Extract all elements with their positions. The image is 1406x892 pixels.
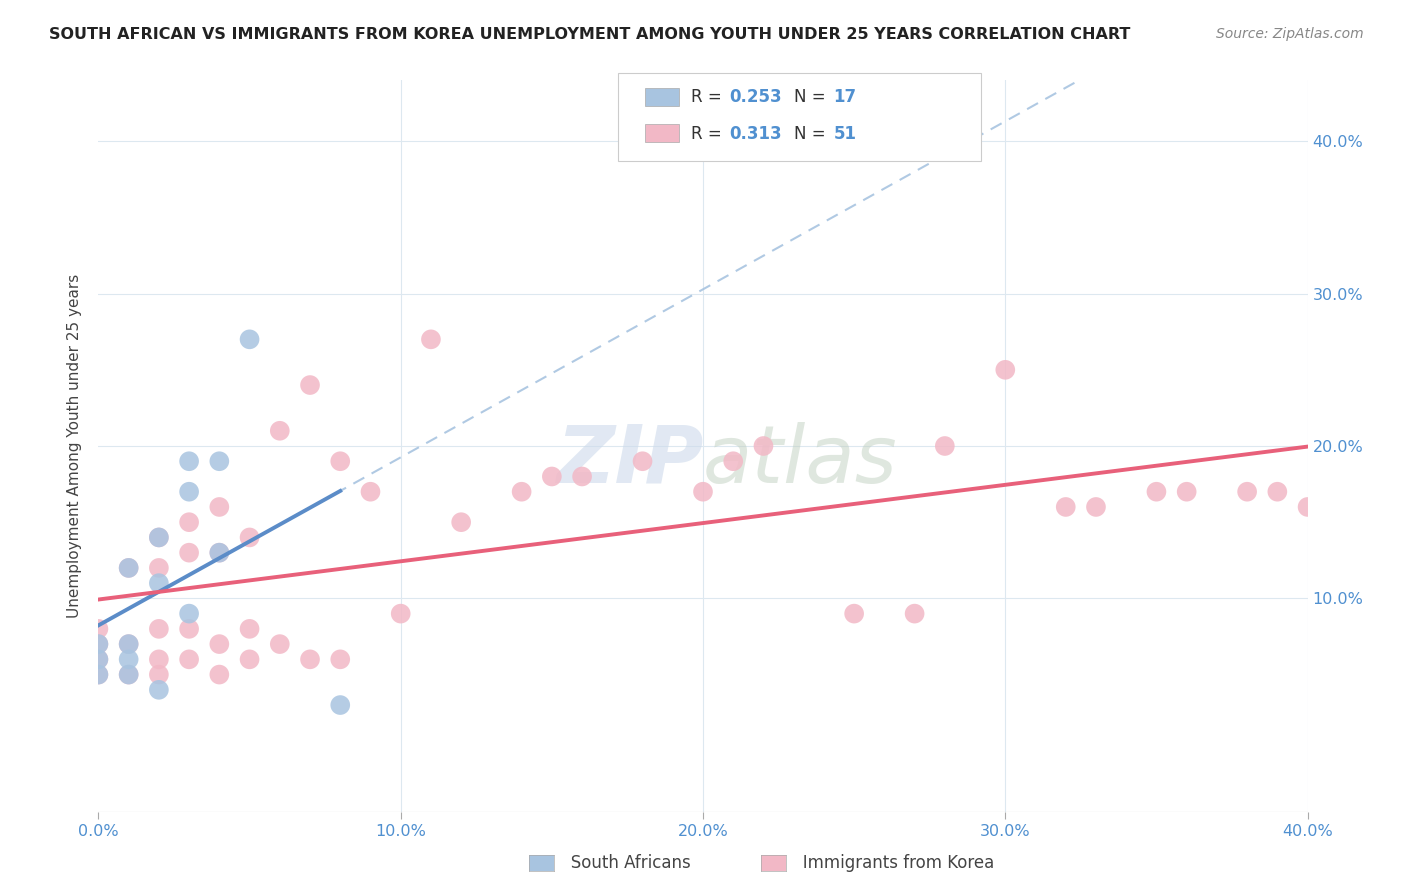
Point <box>87 667 110 681</box>
Point <box>994 363 1017 377</box>
Text: N =: N = <box>793 88 831 106</box>
FancyBboxPatch shape <box>619 73 981 161</box>
Point <box>420 332 443 346</box>
Point <box>1267 484 1289 499</box>
Point <box>118 561 141 575</box>
Text: South Africans: South Africans <box>534 855 690 872</box>
Point <box>179 607 201 621</box>
Point <box>87 637 110 651</box>
Point <box>239 652 262 666</box>
Point <box>179 622 201 636</box>
Text: 17: 17 <box>834 88 856 106</box>
Text: atlas: atlas <box>703 422 898 500</box>
Point <box>208 667 231 681</box>
Point <box>118 561 141 575</box>
Point <box>118 667 141 681</box>
Point <box>118 652 141 666</box>
Point <box>540 469 562 483</box>
Point <box>208 546 231 560</box>
Point <box>329 698 352 712</box>
Text: 0.253: 0.253 <box>730 88 782 106</box>
Point <box>1144 484 1167 499</box>
Text: 51: 51 <box>834 125 856 143</box>
Point <box>208 546 231 560</box>
Point <box>239 332 262 346</box>
Text: N =: N = <box>793 125 831 143</box>
Point <box>148 667 170 681</box>
Point <box>179 652 201 666</box>
Point <box>329 454 352 468</box>
Text: R =: R = <box>690 125 727 143</box>
Point <box>148 652 170 666</box>
Point <box>148 576 170 591</box>
Point <box>179 454 201 468</box>
Point <box>299 378 322 392</box>
Point <box>87 667 110 681</box>
Point <box>571 469 593 483</box>
Point <box>239 530 262 544</box>
Point <box>208 500 231 514</box>
Point <box>148 530 170 544</box>
Point <box>692 484 714 499</box>
Point <box>118 637 141 651</box>
Point <box>87 637 110 651</box>
Text: Source: ZipAtlas.com: Source: ZipAtlas.com <box>1216 27 1364 41</box>
Point <box>87 652 110 666</box>
Point <box>1054 500 1077 514</box>
Point <box>1175 484 1198 499</box>
Point <box>299 652 322 666</box>
Point <box>934 439 956 453</box>
Point <box>269 637 291 651</box>
Point <box>148 622 170 636</box>
Point <box>87 652 110 666</box>
Text: ZIP: ZIP <box>555 422 703 500</box>
Point <box>239 622 262 636</box>
Point <box>1236 484 1258 499</box>
Point <box>389 607 412 621</box>
Point <box>1085 500 1108 514</box>
Point <box>118 667 141 681</box>
Point <box>904 607 927 621</box>
Point <box>510 484 533 499</box>
Point <box>752 439 775 453</box>
Text: 0.313: 0.313 <box>730 125 782 143</box>
Point <box>148 530 170 544</box>
Point <box>179 546 201 560</box>
Text: R =: R = <box>690 88 727 106</box>
Point <box>179 484 201 499</box>
Point <box>87 622 110 636</box>
Text: Immigrants from Korea: Immigrants from Korea <box>766 855 994 872</box>
Text: SOUTH AFRICAN VS IMMIGRANTS FROM KOREA UNEMPLOYMENT AMONG YOUTH UNDER 25 YEARS C: SOUTH AFRICAN VS IMMIGRANTS FROM KOREA U… <box>49 27 1130 42</box>
Point <box>844 607 866 621</box>
Point <box>208 454 231 468</box>
Point <box>450 515 472 529</box>
Point <box>723 454 745 468</box>
Y-axis label: Unemployment Among Youth under 25 years: Unemployment Among Youth under 25 years <box>67 274 83 618</box>
Point <box>1296 500 1319 514</box>
Point <box>118 637 141 651</box>
Point <box>360 484 382 499</box>
FancyBboxPatch shape <box>645 87 679 106</box>
Point <box>148 561 170 575</box>
Point <box>329 652 352 666</box>
Point <box>148 682 170 697</box>
FancyBboxPatch shape <box>645 124 679 143</box>
Point <box>179 515 201 529</box>
Point <box>631 454 654 468</box>
Point <box>208 637 231 651</box>
Point <box>269 424 291 438</box>
